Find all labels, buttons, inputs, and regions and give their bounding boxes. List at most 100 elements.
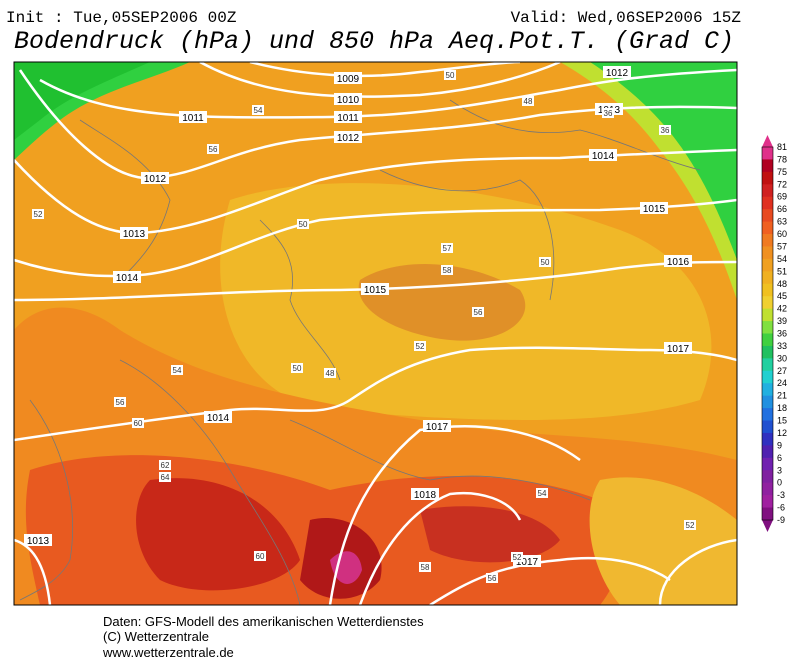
init-time: Init : Tue,05SEP2006 00Z xyxy=(6,9,237,27)
theta-label-bg xyxy=(419,562,431,572)
scale-cap xyxy=(762,135,773,147)
scale-swatch xyxy=(762,296,773,310)
scale-swatch xyxy=(762,370,773,384)
theta-label: 64 xyxy=(161,473,170,482)
isobar-label: 1018 xyxy=(414,490,437,501)
scale-swatch xyxy=(762,408,773,422)
scale-frame xyxy=(761,146,774,521)
theta-label-bg xyxy=(539,257,551,267)
color-scale: 8178757269666360575451484542393633302724… xyxy=(761,135,787,532)
isobar-label: 1011 xyxy=(182,113,204,124)
theta-label-bg xyxy=(32,209,44,219)
scale-label: 36 xyxy=(777,329,787,339)
scale-swatch xyxy=(762,271,773,285)
theta-labels: 50 48 54 56 52 50 57 58 56 52 54 50 48 56 60 62 64 60 58 52… xyxy=(32,70,696,583)
scale-label: 51 xyxy=(777,266,787,276)
isobar-label-bg xyxy=(179,111,207,123)
scale-swatch xyxy=(762,358,773,372)
theta-label: 52 xyxy=(513,553,522,562)
scale-label: 72 xyxy=(777,179,787,189)
theta-label-bg xyxy=(684,520,696,530)
scale-swatch xyxy=(762,457,773,471)
scale-label: 60 xyxy=(777,229,787,239)
isobar-label-bg xyxy=(640,202,668,214)
isobar-label-bg xyxy=(334,93,362,105)
theta-label-bg xyxy=(171,365,183,375)
scale-label: 81 xyxy=(777,142,787,152)
footer-line: Daten: GFS-Modell des amerikanischen Wet… xyxy=(103,614,424,629)
theta-label-bg xyxy=(444,70,456,80)
map-field xyxy=(13,61,738,606)
scale-label: 78 xyxy=(777,154,787,164)
isobar-label: 1012 xyxy=(144,174,167,185)
isobar-label: 1011 xyxy=(337,113,359,124)
theta-label-bg xyxy=(441,265,453,275)
isobar-label-bg xyxy=(664,255,692,267)
theta-label: 52 xyxy=(686,521,695,530)
scale-swatch xyxy=(762,234,773,247)
scale-label: 42 xyxy=(777,304,787,314)
theta-label: 56 xyxy=(209,145,218,154)
theta-label-bg xyxy=(522,96,534,106)
scale-label: 3 xyxy=(777,465,782,475)
isobar-label: 1017 xyxy=(426,422,449,433)
theta-label-bg xyxy=(414,341,426,351)
scale-label: 54 xyxy=(777,254,787,264)
theta-label: 50 xyxy=(293,364,302,373)
isobar-label-bg xyxy=(334,131,362,143)
theta-label-bg xyxy=(472,307,484,317)
isobar-label-bg xyxy=(589,149,617,161)
theta-label: 52 xyxy=(34,210,43,219)
theta-label: 50 xyxy=(541,258,550,267)
scale-label: 6 xyxy=(777,453,782,463)
isobar-label: 1014 xyxy=(592,151,615,162)
scale-swatch xyxy=(762,321,773,334)
theta-label: 54 xyxy=(173,366,182,375)
theta-label: 60 xyxy=(256,552,265,561)
isobar-label: 1016 xyxy=(667,257,690,268)
scale-label: 9 xyxy=(777,440,782,450)
isobar-label: 1014 xyxy=(207,413,230,424)
scale-swatch xyxy=(762,420,773,434)
isobar-label-bg xyxy=(423,420,451,432)
scale-swatch xyxy=(762,482,773,496)
theta-label: 48 xyxy=(524,97,533,106)
isobar-label: 1017 xyxy=(667,344,690,355)
theta-label-bg xyxy=(324,368,336,378)
isobar-label-bg xyxy=(664,342,692,354)
scale-swatch xyxy=(762,345,773,359)
theta-label-bg xyxy=(159,472,171,482)
scale-swatch xyxy=(762,445,773,459)
isobar-label-bg xyxy=(113,271,141,283)
theta-label-bg xyxy=(659,125,671,135)
theta-label: 50 xyxy=(446,71,455,80)
theta-label-bg xyxy=(254,551,266,561)
theta-label-bg xyxy=(159,460,171,470)
map-title: Bodendruck (hPa) und 850 hPa Aeq.Pot.T. … xyxy=(14,27,734,56)
theta-label-bg xyxy=(441,243,453,253)
scale-swatch xyxy=(762,246,773,260)
scale-label: 12 xyxy=(777,428,787,438)
scale-swatch xyxy=(762,395,773,409)
isobar-label-bg xyxy=(603,66,631,78)
theta-label-bg xyxy=(536,488,548,498)
scale-label: 66 xyxy=(777,204,787,214)
isobar-label: 1014 xyxy=(116,273,139,284)
theta-label: 52 xyxy=(416,342,425,351)
scale-label: 18 xyxy=(777,403,787,413)
scale-swatch xyxy=(762,283,773,297)
isobar-label: 1015 xyxy=(364,285,387,296)
theta-label: 50 xyxy=(299,220,308,229)
isobar-label: 1017 xyxy=(516,557,539,568)
theta-label: 36 xyxy=(661,126,670,135)
isobar-label-bg xyxy=(204,411,232,423)
scale-swatch xyxy=(762,507,773,521)
scale-label: 45 xyxy=(777,291,787,301)
scale-label: 48 xyxy=(777,279,787,289)
scale-label: 33 xyxy=(777,341,787,351)
isobar-label-bg xyxy=(361,283,389,295)
theta-label: 56 xyxy=(474,308,483,317)
scale-swatch xyxy=(762,209,773,223)
scale-label: 15 xyxy=(777,416,787,426)
theta-label: 58 xyxy=(421,563,430,572)
